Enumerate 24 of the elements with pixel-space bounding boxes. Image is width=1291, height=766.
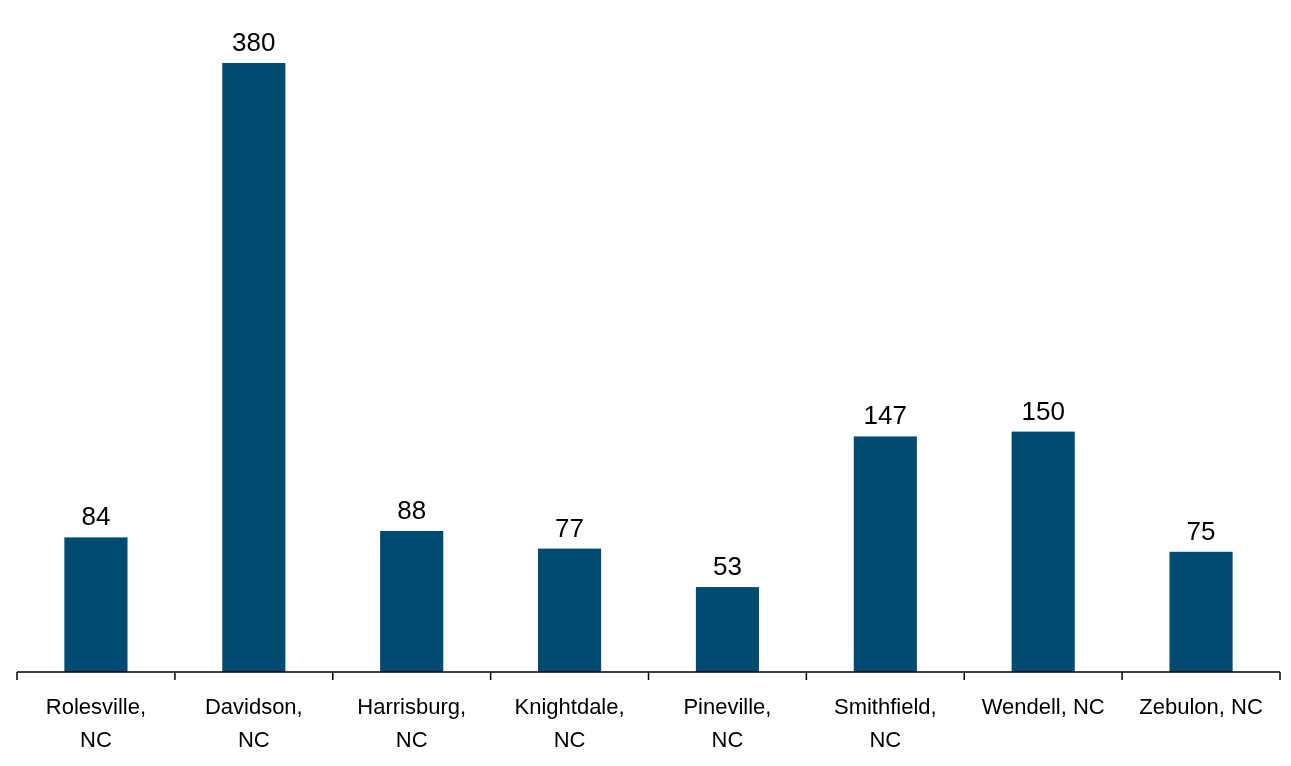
data-label: 150 <box>1021 395 1065 426</box>
x-tick-label: Rolesville, NC <box>45 694 147 752</box>
bar <box>64 537 128 672</box>
data-label: 88 <box>397 494 427 525</box>
data-label: 147 <box>863 400 908 431</box>
data-label: 53 <box>712 551 742 582</box>
bar <box>695 587 760 672</box>
x-tick-label: Zebulon, NC <box>1139 694 1263 719</box>
x-tick-label: Davidson, NC <box>204 694 303 752</box>
x-tick-label: Smithfield, NC <box>833 694 937 752</box>
x-tick-label: Harrisburg, NC <box>357 694 467 752</box>
bar <box>1169 551 1233 672</box>
data-label: 380 <box>232 27 276 57</box>
bar <box>380 530 444 672</box>
data-label: 75 <box>1186 515 1216 546</box>
data-label: 84 <box>81 501 111 532</box>
bar <box>222 63 286 672</box>
x-tick-label: Wendell, NC <box>981 694 1105 719</box>
bar <box>537 548 602 672</box>
data-label: 77 <box>555 512 585 543</box>
bar <box>1011 431 1075 672</box>
x-tick-label: Pineville, NC <box>683 694 772 752</box>
bar <box>853 436 917 672</box>
x-tick-label: Knightdale, NC <box>514 694 625 752</box>
